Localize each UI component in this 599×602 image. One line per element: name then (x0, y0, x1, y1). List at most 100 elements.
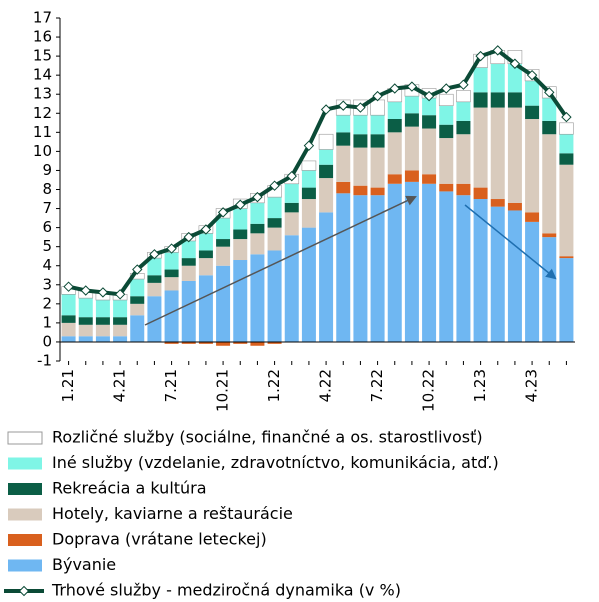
bar-segment (78, 298, 93, 318)
legend-swatch (8, 559, 42, 572)
bar-segment (181, 341, 196, 344)
bar-segment (250, 223, 265, 234)
bar-segment (387, 101, 402, 119)
bar-segment (438, 93, 454, 106)
line-point (235, 199, 246, 210)
bar-segment (198, 233, 213, 251)
y-tick-label: 3 (42, 275, 52, 293)
bar-segment (387, 118, 402, 133)
bar-segment (164, 277, 179, 291)
bar-segment (387, 132, 402, 175)
y-tick-label: 8 (42, 180, 52, 198)
bar-segment (95, 324, 110, 337)
x-tick-label: 7.22 (368, 369, 386, 402)
bar-segment (284, 183, 299, 203)
bar-segment (422, 128, 437, 175)
bar-segment (233, 260, 248, 342)
bar-segment (61, 294, 76, 316)
bar-segment (216, 239, 231, 247)
legend-label: Rekreácia a kultúra (52, 479, 207, 498)
legend-swatch (18, 585, 30, 597)
bar-segment (490, 107, 505, 200)
line-point (458, 79, 469, 90)
bar-segment (542, 134, 557, 234)
bar-segment (164, 290, 179, 342)
bar-segment (284, 235, 299, 342)
bar-segment (301, 199, 316, 228)
bar-segment (353, 147, 368, 186)
line-point (338, 100, 349, 111)
bar-segment (336, 115, 351, 133)
bar-segment (216, 265, 231, 342)
bar-segment (370, 187, 385, 196)
y-tick-label: 17 (33, 9, 52, 27)
bar-segment (439, 138, 454, 184)
legend-swatch (8, 457, 42, 470)
bar-segment (95, 336, 110, 342)
bar-segment (198, 258, 213, 276)
bar-segment (404, 96, 419, 114)
legend-swatch (8, 508, 42, 521)
bar-segment (164, 252, 179, 270)
line-point (80, 285, 91, 296)
bar-segment (336, 193, 351, 342)
bar-segment (61, 315, 76, 323)
line-point (114, 289, 126, 300)
bar-segment (422, 174, 437, 184)
bar-segment (95, 317, 110, 325)
bar-segment (233, 239, 248, 261)
bar-segment (319, 212, 334, 342)
bar-segment (267, 341, 282, 344)
line-point (509, 58, 521, 69)
line-point (544, 87, 555, 98)
bar-segment (319, 178, 334, 213)
y-tick-label: 14 (33, 66, 52, 84)
bar-segment (336, 145, 351, 182)
bar-segment (130, 303, 145, 316)
y-tick-label: 16 (33, 28, 52, 46)
bar-segment (336, 132, 351, 146)
bar-segment (250, 202, 265, 224)
bar-segment (422, 98, 437, 116)
bar-segment (507, 107, 522, 203)
bar-segment (387, 174, 402, 184)
bar-segment (525, 80, 540, 106)
bar-segment (473, 187, 488, 200)
line-point (252, 191, 263, 203)
bar-segment (353, 195, 368, 342)
line-point (389, 83, 400, 94)
legend-label: Hotely, kaviarne a reštaurácie (52, 504, 293, 523)
bar-segment (507, 202, 522, 211)
bar-segment (456, 134, 471, 184)
bar-segment (525, 105, 540, 119)
bar-segment (525, 221, 540, 342)
bar-segment (147, 282, 162, 297)
bar-segment (422, 183, 437, 342)
bar-segment (404, 113, 419, 127)
bar-segment (439, 183, 454, 192)
bar-segment (404, 170, 419, 182)
line-point (63, 281, 74, 292)
x-tick-label: 7.21 (162, 369, 180, 402)
legend-label: Trhové služby - medziročná dynamika (v %… (51, 581, 401, 600)
trend-arrow (144, 195, 417, 326)
y-tick-label: 10 (33, 142, 52, 160)
line-point (217, 207, 229, 218)
y-tick-label: 15 (33, 47, 52, 65)
bar-segment (301, 187, 316, 200)
line-point (166, 243, 177, 254)
bar-segment (525, 212, 540, 222)
bar-segment (473, 92, 488, 108)
line-point (200, 224, 212, 235)
line-point (149, 249, 160, 260)
bar-segment (542, 120, 557, 135)
legend-swatch (8, 483, 42, 495)
bar-segment (336, 181, 351, 194)
bar-segment (181, 265, 196, 281)
bar-segment (164, 269, 179, 278)
line-point (423, 90, 435, 102)
bar-segment (267, 218, 282, 228)
bar-segment (267, 250, 282, 342)
bar-segment (404, 181, 419, 342)
